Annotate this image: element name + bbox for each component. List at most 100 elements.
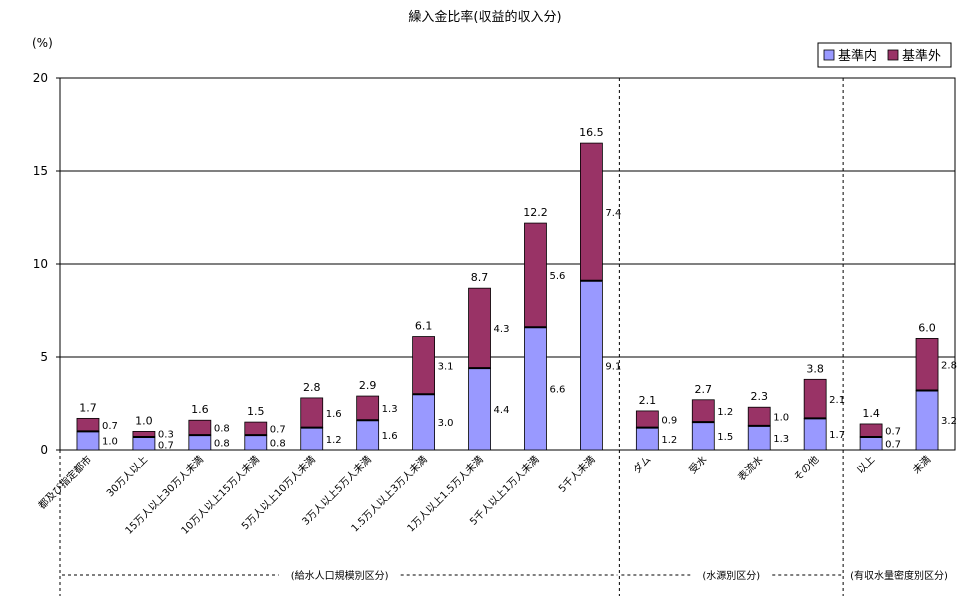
data-label-total: 1.0 [135, 414, 153, 427]
x-tick-label: 30万人以上 [104, 454, 150, 500]
data-label-total: 1.5 [247, 405, 265, 418]
data-label-inner: 1.2 [326, 435, 342, 446]
data-label-total: 3.8 [806, 362, 824, 375]
data-label-inner: 4.4 [494, 405, 510, 416]
legend-swatch-outer [887, 49, 899, 61]
bar-outer [803, 378, 827, 419]
data-label-outer: 5.6 [549, 271, 565, 282]
bar-outer [580, 142, 603, 282]
data-label-total: 6.0 [918, 321, 936, 334]
data-label-inner: 1.3 [773, 434, 789, 445]
bar-inner [580, 280, 603, 451]
bar-inner [132, 436, 156, 451]
bar-outer [76, 417, 100, 432]
x-tick-label: ダム [630, 453, 653, 476]
data-label-total: 1.6 [191, 403, 209, 416]
x-tick-label: 5千人未満 [556, 454, 597, 495]
x-tick-label: 受水 [687, 454, 710, 477]
data-label-total: 1.4 [862, 407, 880, 420]
bar-inner [76, 430, 100, 451]
data-label-inner: 0.7 [158, 440, 174, 451]
x-tick-label: 以上 [855, 454, 878, 477]
bar-inner [468, 367, 491, 451]
y-tick-label: 10 [33, 257, 48, 271]
data-label-outer: 7.4 [605, 208, 621, 219]
bar-inner [747, 425, 771, 451]
bar-inner [691, 421, 715, 451]
group-label: (給水人口規模別区分) [291, 569, 389, 582]
data-label-inner: 1.7 [829, 430, 845, 441]
bar-inner [635, 427, 659, 451]
bar-outer [524, 222, 547, 328]
data-label-inner: 1.0 [102, 437, 118, 448]
bar-inner [244, 434, 268, 451]
bar-outer [635, 410, 659, 429]
data-label-outer: 0.7 [885, 426, 901, 437]
legend-swatch-inner [823, 49, 835, 61]
data-label-outer: 0.7 [270, 425, 286, 436]
legend-label-outer: 基準外 [902, 48, 941, 64]
x-tick-label: 都及び指定都市 [35, 453, 94, 512]
y-tick-label: 15 [33, 164, 48, 178]
x-tick-label: その他 [791, 453, 821, 483]
data-label-inner: 1.6 [382, 431, 398, 442]
data-label-total: 2.8 [303, 381, 321, 394]
data-label-outer: 4.3 [494, 324, 510, 335]
data-label-total: 12.2 [523, 206, 548, 219]
group-label: (有収水量密度別区分) [850, 569, 948, 582]
data-label-inner: 3.2 [941, 416, 957, 427]
data-label-outer: 1.2 [717, 407, 733, 418]
data-label-total: 2.1 [639, 394, 657, 407]
x-tick-label: 未満 [911, 454, 934, 477]
x-tick-label: 表流水 [735, 453, 765, 483]
data-label-total: 2.3 [750, 390, 768, 403]
bar-inner [300, 427, 324, 451]
data-label-total: 6.1 [415, 320, 433, 333]
bar-outer [468, 287, 491, 369]
bar-inner [412, 393, 435, 451]
bar-inner [859, 436, 883, 451]
data-label-outer: 1.3 [382, 404, 398, 415]
bar-outer [915, 337, 939, 391]
bar-outer [356, 395, 380, 421]
data-label-inner: 1.5 [717, 432, 733, 443]
bar-inner [356, 419, 380, 451]
data-label-outer: 0.8 [214, 424, 230, 435]
legend [817, 42, 952, 68]
data-label-total: 8.7 [471, 271, 489, 284]
bar-inner [915, 390, 939, 451]
data-label-inner: 0.7 [885, 439, 901, 450]
legend-label-inner: 基準内 [838, 48, 877, 64]
bar-outer [747, 406, 771, 427]
y-unit-label: (%) [32, 36, 53, 50]
data-label-outer: 2.1 [829, 395, 845, 406]
group-label: (水源別区分) [702, 569, 760, 582]
data-label-total: 2.7 [695, 383, 713, 396]
data-label-outer: 1.6 [326, 409, 342, 420]
data-label-outer: 0.9 [661, 415, 677, 426]
data-label-inner: 0.8 [270, 439, 286, 450]
data-label-total: 2.9 [359, 379, 377, 392]
bar-inner [803, 417, 827, 451]
y-tick-label: 20 [33, 71, 48, 85]
data-label-outer: 3.1 [438, 361, 454, 372]
data-label-total: 16.5 [579, 126, 604, 139]
data-label-outer: 0.3 [158, 429, 174, 440]
y-tick-label: 0 [40, 443, 48, 457]
bar-outer [244, 421, 268, 436]
bar-inner [188, 434, 212, 451]
bar-outer [859, 423, 883, 438]
bar-inner [524, 326, 547, 451]
data-label-inner: 3.0 [438, 418, 454, 429]
data-label-inner: 1.2 [661, 435, 677, 446]
data-label-total: 1.7 [79, 401, 97, 414]
y-tick-label: 5 [40, 350, 48, 364]
bar-outer [188, 419, 212, 436]
data-label-outer: 2.8 [941, 360, 957, 371]
data-label-outer: 0.7 [102, 421, 118, 432]
chart-title: 繰入金比率(収益的収入分) [408, 9, 561, 25]
bar-outer [691, 399, 715, 423]
bar-outer [300, 397, 324, 429]
bar-outer [412, 336, 435, 395]
